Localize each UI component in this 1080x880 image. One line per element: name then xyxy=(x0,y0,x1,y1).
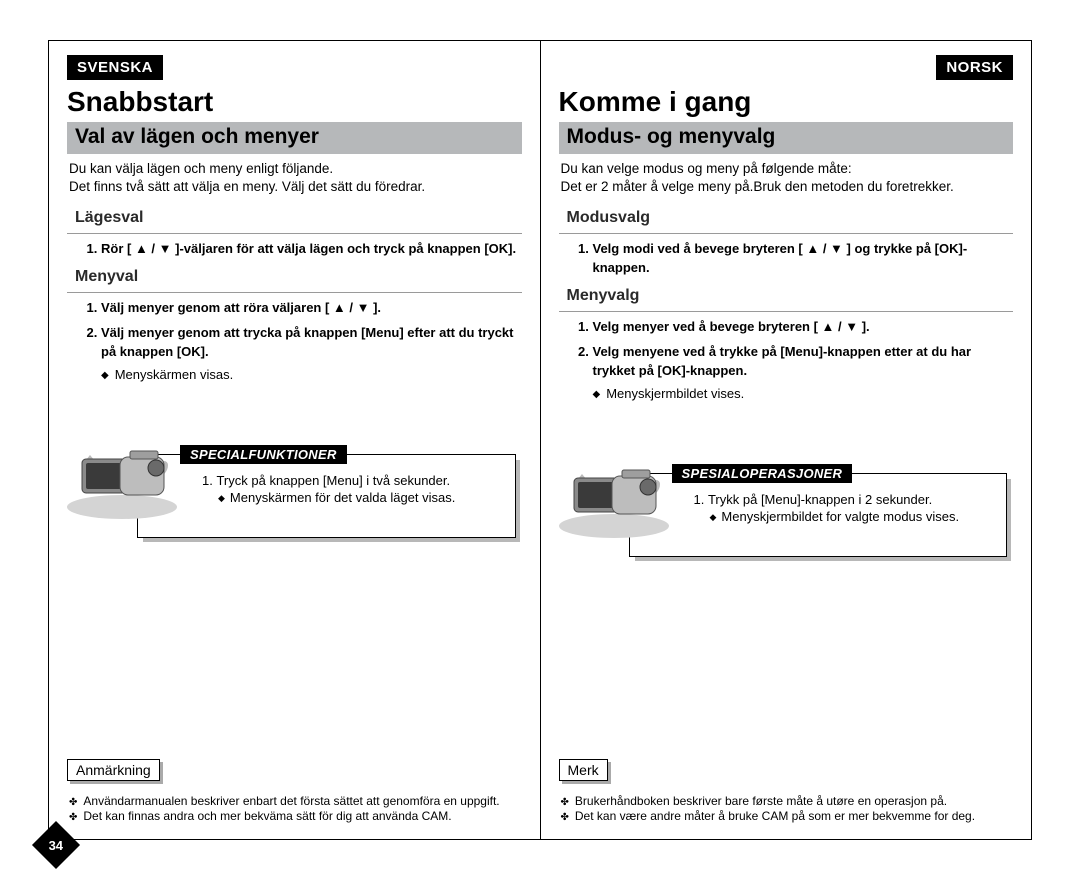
intro-line1: Du kan velge modus og meny på følgende m… xyxy=(561,161,852,176)
right-column-no: NORSK Komme i gang Modus- og menyvalg Du… xyxy=(541,41,1032,839)
special-step-1-sub: Menyskjermbildet for valgte modus vises. xyxy=(694,509,997,524)
camcorder-illustration xyxy=(544,434,684,554)
menu-steps-no: Velg menyer ved å bevege bryteren [ ▲ / … xyxy=(559,318,1014,381)
note-2: Det kan finnas andra och mer bekväma sät… xyxy=(69,809,522,825)
left-column-sv: SVENSKA Snabbstart Val av lägen och meny… xyxy=(49,41,541,839)
note-label-sv: Anmärkning xyxy=(67,759,160,781)
page-title-no: Komme i gang xyxy=(559,86,1014,118)
page-title-sv: Snabbstart xyxy=(67,86,522,118)
subhead-mode-no: Modusvalg xyxy=(559,206,1014,234)
intro-text-no: Du kan velge modus og meny på følgende m… xyxy=(559,160,1014,196)
menu-step-2: Välj menyer genom att trycka på knappen … xyxy=(101,324,522,362)
menu-steps-sv: Välj menyer genom att röra väljaren [ ▲ … xyxy=(67,299,522,362)
intro-line2: Det finns två sätt att välja en meny. Vä… xyxy=(69,179,425,194)
menu-step-2: Velg menyene ved å trykke på [Menu]-knap… xyxy=(593,343,1014,381)
section-heading-no: Modus- og menyvalg xyxy=(559,122,1014,154)
language-label-sv: SVENSKA xyxy=(67,55,163,80)
note-1: Användarmanualen beskriver enbart det fö… xyxy=(69,794,522,810)
note-label-no: Merk xyxy=(559,759,608,781)
special-step-list: Tryck på knappen [Menu] i två sekunder. xyxy=(202,473,505,488)
special-step-1: Tryck på knappen [Menu] i två sekunder. xyxy=(202,473,505,488)
note-2: Det kan være andre måter å bruke CAM på … xyxy=(561,809,1014,825)
note-list-no: Brukerhåndboken beskriver bare første må… xyxy=(561,794,1014,825)
special-tag-label: SPECIALFUNKTIONER xyxy=(180,445,347,464)
mode-step-1: Velg modi ved å bevege bryteren [ ▲ / ▼ … xyxy=(593,240,1014,278)
mode-step-1: Rör [ ▲ / ▼ ]-väljaren för att välja läg… xyxy=(101,240,522,259)
intro-text-sv: Du kan välja lägen och meny enligt följa… xyxy=(67,160,522,196)
camcorder-illustration xyxy=(52,415,192,535)
section-heading-sv: Val av lägen och menyer xyxy=(67,122,522,154)
intro-line1: Du kan välja lägen och meny enligt följa… xyxy=(69,161,333,176)
special-box: SPECIALFUNKTIONER Tryck på knappen [Menu… xyxy=(137,454,516,538)
special-callout-sv: SPECIALFUNKTIONER Tryck på knappen [Menu… xyxy=(137,454,516,538)
subhead-menu-no: Menyvalg xyxy=(559,284,1014,312)
page-number-badge: 34 xyxy=(32,821,80,869)
mode-steps-no: Velg modi ved å bevege bryteren [ ▲ / ▼ … xyxy=(559,240,1014,278)
manual-page: SVENSKA Snabbstart Val av lägen och meny… xyxy=(48,40,1032,840)
language-label-no: NORSK xyxy=(936,55,1013,80)
subhead-mode-sv: Lägesval xyxy=(67,206,522,234)
special-box: SPESIALOPERASJONER Trykk på [Menu]-knapp… xyxy=(629,473,1008,557)
special-step-list: Trykk på [Menu]-knappen i 2 sekunder. xyxy=(694,492,997,507)
page-number: 34 xyxy=(49,838,63,853)
intro-line2: Det er 2 måter å velge meny på.Bruk den … xyxy=(561,179,954,194)
menu-step-2-sub: Menyskärmen visas. xyxy=(67,366,522,384)
menu-step-1: Velg menyer ved å bevege bryteren [ ▲ / … xyxy=(593,318,1014,337)
note-list-sv: Användarmanualen beskriver enbart det fö… xyxy=(69,794,522,825)
note-1: Brukerhåndboken beskriver bare første må… xyxy=(561,794,1014,810)
mode-steps-sv: Rör [ ▲ / ▼ ]-väljaren för att välja läg… xyxy=(67,240,522,259)
special-tag-label: SPESIALOPERASJONER xyxy=(672,464,853,483)
special-step-1-sub: Menyskärmen för det valda läget visas. xyxy=(202,490,505,505)
menu-step-1: Välj menyer genom att röra väljaren [ ▲ … xyxy=(101,299,522,318)
special-callout-no: SPESIALOPERASJONER Trykk på [Menu]-knapp… xyxy=(629,473,1008,557)
special-step-1: Trykk på [Menu]-knappen i 2 sekunder. xyxy=(694,492,997,507)
menu-step-2-sub: Menyskjermbildet vises. xyxy=(559,385,1014,403)
subhead-menu-sv: Menyval xyxy=(67,265,522,293)
